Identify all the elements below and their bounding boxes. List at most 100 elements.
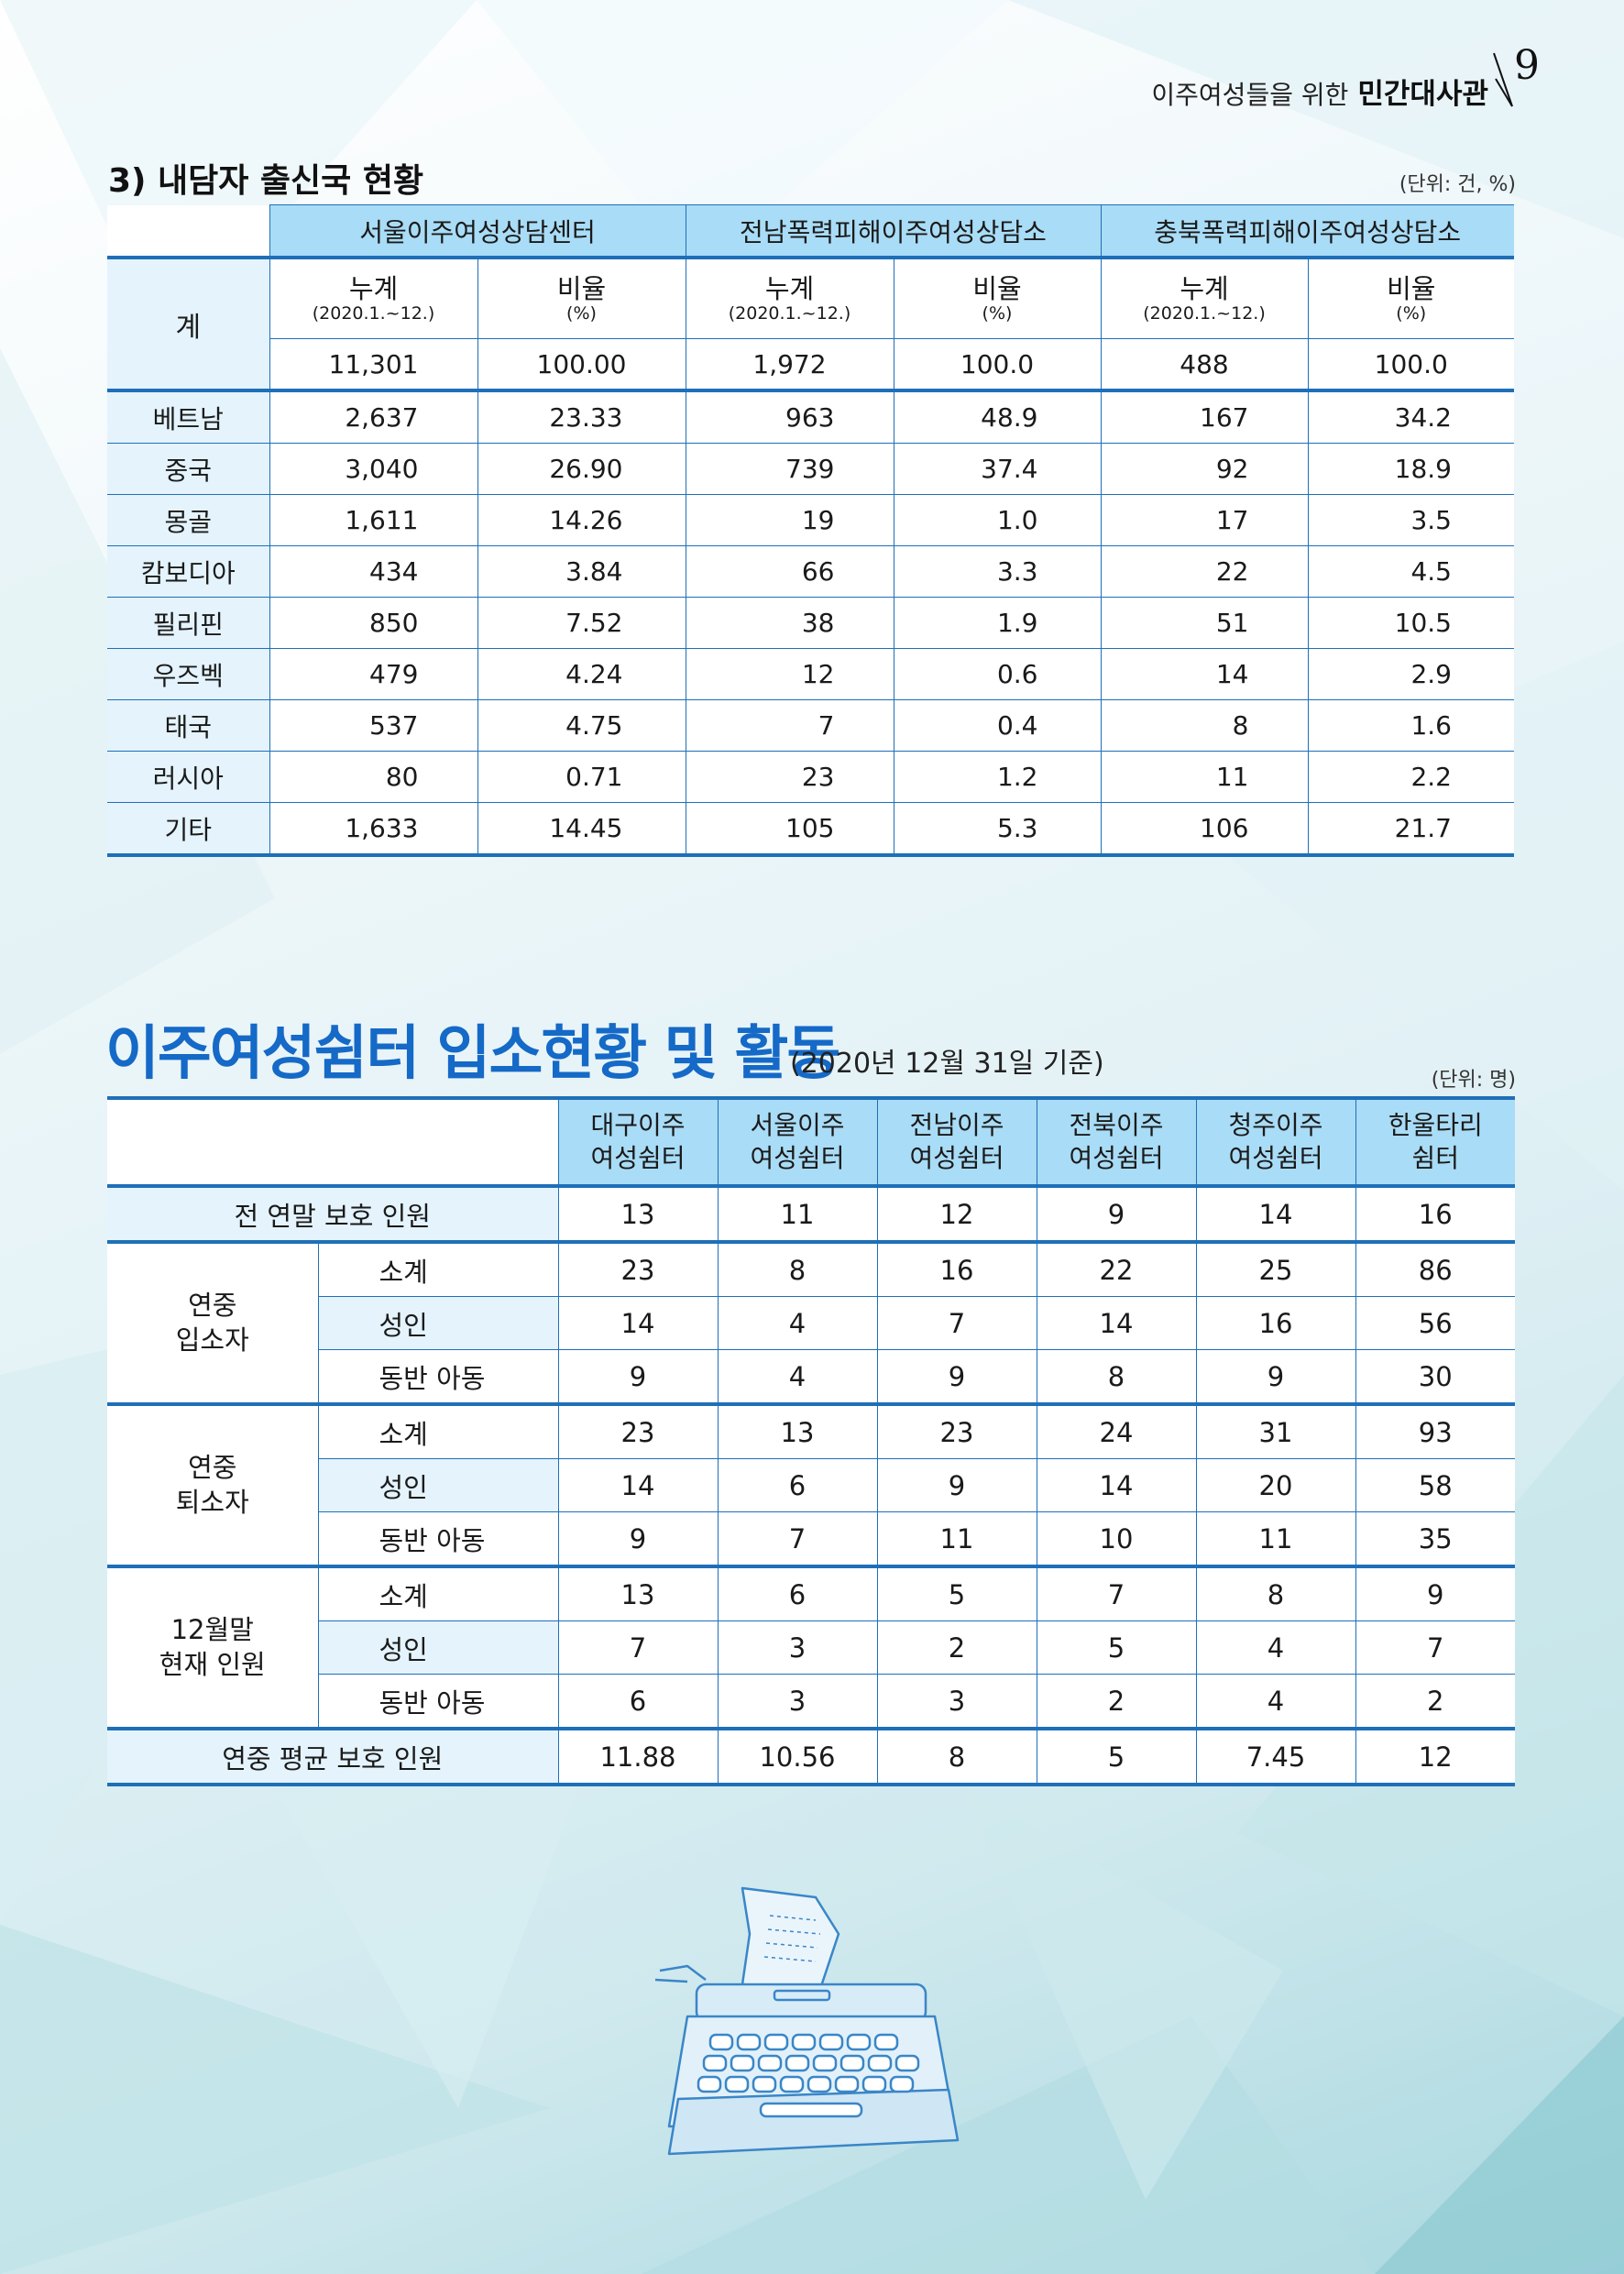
shelter-name-line2: 여성쉼터 — [909, 1143, 1004, 1173]
shelter-header: 한울타리 쉼터 — [1355, 1096, 1515, 1188]
country-name: 베트남 — [107, 389, 270, 444]
value-cell: 7 — [1355, 1620, 1515, 1675]
value-cell: 58 — [1355, 1458, 1515, 1512]
ratio-cell: 5.3 — [893, 802, 1102, 857]
value-cell: 11 — [876, 1511, 1037, 1567]
ratio-cell: 2.9 — [1307, 648, 1514, 700]
total-value: 100.0 — [893, 338, 1102, 392]
total-value: 488 — [1100, 338, 1309, 392]
count-cell: 12 — [685, 648, 894, 700]
country-row: 중국 3,040 26.90 739 37.4 92 18.9 — [107, 443, 1514, 495]
ratio-cell: 3.3 — [893, 545, 1102, 598]
ratio-cell: 18.9 — [1307, 443, 1514, 495]
value-cell: 8 — [1036, 1349, 1197, 1405]
section1-title: 3) 내담자 출신국 현황 — [108, 162, 424, 200]
sub-row-label: 소계 — [317, 1565, 559, 1621]
shelter-name-line1: 전남이주 — [909, 1109, 1004, 1140]
corner-cell — [107, 204, 270, 258]
value-cell: 86 — [1355, 1240, 1515, 1297]
value-cell: 11 — [717, 1185, 878, 1243]
ratio-cell: 4.24 — [477, 648, 686, 700]
value-cell: 7 — [717, 1511, 878, 1567]
count-cell: 92 — [1100, 443, 1309, 495]
count-header: 누계 (2020.1.~12.) — [1100, 257, 1309, 339]
value-cell: 25 — [1195, 1240, 1356, 1297]
count-label: 누계 — [348, 272, 399, 304]
ratio-header: 비율 (%) — [477, 257, 686, 339]
ratio-cell: 14.26 — [477, 494, 686, 546]
origin-country-table: 서울이주여성상담센터 전남폭력피해이주여성상담소 충북폭력피해이주여성상담소 계… — [107, 204, 1514, 857]
shelter-name-line2: 여성쉼터 — [1069, 1143, 1164, 1173]
value-cell: 5 — [876, 1565, 1037, 1621]
group-label: 12월말 현재 인원 — [107, 1565, 319, 1730]
count-header: 누계 (2020.1.~12.) — [269, 257, 478, 339]
sub-row-label: 성인 — [318, 1296, 559, 1350]
country-name: 필리핀 — [107, 597, 270, 649]
shelter-name-line1: 대구이주 — [590, 1109, 686, 1140]
value-cell: 9 — [1355, 1565, 1515, 1621]
value-cell: 10.56 — [717, 1727, 878, 1786]
count-period: (2020.1.~12.) — [728, 302, 851, 324]
value-cell: 3 — [876, 1674, 1037, 1730]
count-cell: 963 — [685, 389, 894, 444]
typewriter-icon — [654, 1886, 960, 2156]
value-cell: 7.45 — [1195, 1727, 1356, 1786]
shelter-header: 전남이주 여성쉼터 — [876, 1096, 1037, 1188]
sub-row-label: 소계 — [317, 1402, 559, 1459]
ratio-cell: 0.4 — [893, 699, 1102, 752]
count-cell: 66 — [685, 545, 894, 598]
total-label: 계 — [107, 257, 270, 391]
ratio-cell: 4.5 — [1307, 545, 1514, 598]
ratio-cell: 1.6 — [1307, 699, 1514, 752]
count-cell: 7 — [685, 699, 894, 752]
count-cell: 2,637 — [269, 389, 478, 444]
value-cell: 3 — [717, 1674, 878, 1730]
section2-unit: (단위: 명) — [1431, 1069, 1516, 1092]
country-rows: 베트남 2,637 23.33 963 48.9 167 34.2 중국 3,040 26.90 7… — [107, 389, 1514, 857]
value-cell: 14 — [1195, 1185, 1356, 1243]
shelter-header: 청주이주 여성쉼터 — [1195, 1096, 1356, 1188]
section2-title: 이주여성쉼터 입소현황 및 활동 — [105, 1020, 840, 1088]
ratio-header: 비율 (%) — [893, 257, 1102, 339]
shelter-name-line2: 여성쉼터 — [590, 1143, 686, 1173]
country-name: 중국 — [107, 443, 270, 495]
ratio-label: 비율 — [556, 272, 607, 304]
value-cell: 23 — [876, 1402, 1037, 1459]
total-value: 11,301 — [269, 338, 478, 392]
group-label: 연중 입소자 — [107, 1240, 319, 1405]
value-cell: 12 — [876, 1185, 1037, 1243]
shelter-header: 서울이주 여성쉼터 — [717, 1096, 878, 1188]
ratio-cell: 1.0 — [893, 494, 1102, 546]
value-cell: 9 — [876, 1349, 1037, 1405]
page-number: 9 — [1514, 42, 1540, 89]
count-cell: 850 — [269, 597, 478, 649]
value-cell: 12 — [1355, 1727, 1515, 1786]
value-cell: 4 — [1195, 1674, 1356, 1730]
shelter-name-line1: 한울타리 — [1388, 1109, 1483, 1140]
value-cell: 16 — [876, 1240, 1037, 1297]
country-name: 캄보디아 — [107, 545, 270, 598]
value-cell: 7 — [1036, 1565, 1197, 1621]
count-cell: 1,633 — [269, 802, 478, 857]
sub-row-label: 성인 — [318, 1620, 559, 1675]
count-cell: 8 — [1100, 699, 1309, 752]
value-cell: 8 — [717, 1240, 878, 1297]
country-row: 캄보디아 434 3.84 66 3.3 22 4.5 — [107, 545, 1514, 598]
country-row: 우즈벡 479 4.24 12 0.6 14 2.9 — [107, 648, 1514, 700]
total-value: 1,972 — [685, 338, 894, 392]
prev-year-label: 전 연말 보호 인원 — [107, 1185, 559, 1243]
country-row: 필리핀 850 7.52 38 1.9 51 10.5 — [107, 597, 1514, 649]
value-cell: 35 — [1355, 1511, 1515, 1567]
value-cell: 31 — [1195, 1402, 1356, 1459]
value-cell: 7 — [557, 1620, 719, 1675]
ratio-cell: 37.4 — [893, 443, 1102, 495]
country-name: 우즈벡 — [107, 648, 270, 700]
value-cell: 16 — [1355, 1185, 1515, 1243]
section2-date-note: (2020년 12월 31일 기준) — [790, 1048, 1104, 1080]
value-cell: 56 — [1355, 1296, 1515, 1350]
value-cell: 9 — [1036, 1185, 1197, 1243]
value-cell: 2 — [876, 1620, 1037, 1675]
group-label-line2: 퇴소자 — [175, 1486, 249, 1518]
shelter-name-line2: 여성쉼터 — [1228, 1143, 1323, 1173]
count-period: (2020.1.~12.) — [1143, 302, 1266, 324]
